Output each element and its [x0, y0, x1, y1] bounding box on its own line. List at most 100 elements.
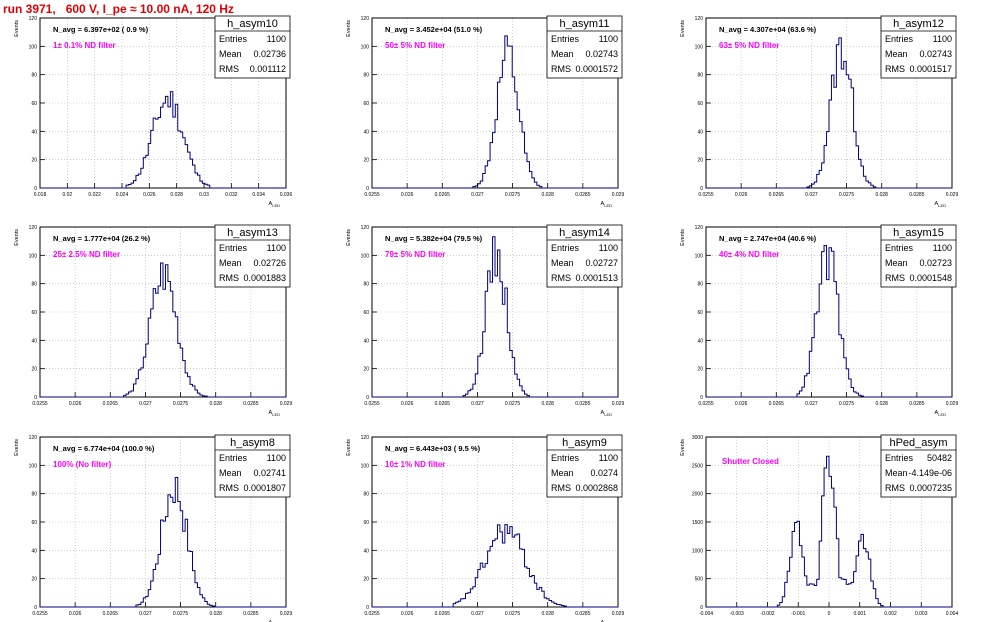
x-tick-label: 0.027	[471, 401, 484, 407]
y-axis-label: Events	[14, 229, 20, 246]
x-tick-label: 0.02	[62, 192, 72, 198]
stats-label-mean: Mean	[885, 258, 908, 268]
y-tick-label: 120	[695, 16, 704, 22]
y-tick-label: 60	[363, 520, 369, 526]
stats-label-entries: Entries	[885, 243, 914, 253]
x-tick-label: 0.027	[471, 192, 484, 198]
stats-value-mean: 0.0274	[590, 468, 618, 478]
stats-value-entries: 1100	[599, 243, 618, 253]
x-tick-label: 0.0265	[103, 611, 119, 617]
stats-box	[880, 224, 957, 288]
stats-label-rms: RMS	[219, 64, 239, 74]
y-axis-label: Events	[14, 439, 20, 456]
x-tick-label: 0.001	[853, 611, 866, 617]
y-tick-label: 0	[700, 186, 703, 192]
x-axis-label: ALED	[601, 201, 613, 208]
filter-note: Shutter Closed	[722, 457, 779, 466]
y-tick-label: 100	[361, 463, 370, 469]
histogram-name: h_asym15	[893, 227, 944, 239]
y-tick-label: 0	[700, 605, 703, 611]
stats-value-mean: -4.149e-06	[908, 468, 952, 478]
x-tick-label: 0.028	[209, 611, 222, 617]
stats-value-mean: 0.02743	[585, 49, 618, 59]
y-tick-label: 1500	[692, 520, 703, 526]
navg-label: N_avg = 1.777e+04 (26.2 %)	[53, 234, 151, 243]
y-axis-label: Events	[346, 20, 352, 37]
y-axis-label: Events	[680, 229, 686, 246]
x-tick-label: 0.027	[139, 611, 152, 617]
y-tick-label: 20	[363, 158, 369, 164]
x-tick-label: 0.0255	[364, 192, 380, 198]
x-tick-label: 0	[828, 611, 831, 617]
y-tick-label: 60	[363, 101, 369, 107]
x-tick-label: 0.029	[280, 611, 293, 617]
x-tick-label: 0.03	[199, 192, 209, 198]
stats-label-rms: RMS	[551, 64, 571, 74]
y-tick-label: 100	[361, 44, 370, 50]
y-tick-label: 80	[31, 282, 37, 288]
x-axis-label: ALED	[935, 410, 947, 417]
x-tick-label: 0.0275	[505, 401, 521, 407]
x-tick-label: 0.026	[401, 611, 414, 617]
stats-value-rms: 0.0001513	[575, 273, 618, 283]
y-tick-label: 0	[34, 605, 37, 611]
y-tick-label: 40	[363, 129, 369, 135]
histogram-name: h_asym14	[559, 227, 610, 239]
y-tick-label: 500	[695, 577, 704, 583]
y-tick-label: 120	[695, 225, 704, 231]
stats-value-entries: 1100	[599, 34, 618, 44]
x-tick-label: 0.028	[875, 192, 888, 198]
x-axis-label-subscript: LED	[604, 203, 612, 208]
stats-label-rms: RMS	[885, 273, 905, 283]
x-tick-label: 0.0255	[698, 401, 714, 407]
navg-label: N_avg = 6.443e+03 ( 9.5 %)	[385, 444, 481, 453]
stats-value-mean: 0.02726	[253, 258, 286, 268]
x-tick-label: 0.028	[875, 401, 888, 407]
y-tick-label: 20	[363, 577, 369, 583]
x-tick-label: 0.0265	[103, 401, 119, 407]
x-tick-label: 0.026	[69, 611, 82, 617]
x-axis-label: ALED	[269, 410, 281, 417]
x-tick-label: 0.022	[88, 192, 101, 198]
x-tick-label: 0.0285	[575, 401, 591, 407]
stats-box	[546, 224, 623, 288]
stats-label-entries: Entries	[551, 34, 580, 44]
stats-label-mean: Mean	[219, 258, 242, 268]
stats-box	[214, 434, 291, 498]
y-tick-label: 80	[31, 73, 37, 79]
x-tick-label: 0.036	[280, 192, 293, 198]
y-tick-label: 0	[366, 186, 369, 192]
y-tick-label: 20	[697, 367, 703, 373]
x-tick-label: 0.027	[471, 611, 484, 617]
histogram-h_asym15: 0.0255 0.026 0.0265 0.027 0.0275 0.028 0.0285 0…	[680, 224, 958, 417]
y-tick-label: 60	[31, 520, 37, 526]
y-tick-label: 80	[363, 73, 369, 79]
histogram-h_asym9: 0.0255 0.026 0.0265 0.027 0.0275 0.028 0.0285 0…	[346, 434, 624, 622]
x-tick-label: 0.0275	[173, 401, 189, 407]
x-tick-label: 0.026	[143, 192, 156, 198]
stats-box	[214, 224, 291, 288]
stats-label-mean: Mean	[885, 49, 908, 59]
stats-label-entries: Entries	[885, 453, 914, 463]
stats-label-rms: RMS	[885, 483, 905, 493]
y-tick-label: 40	[31, 338, 37, 344]
stats-value-rms: 0.0001883	[243, 273, 286, 283]
x-tick-label: -0.004	[699, 611, 713, 617]
histogram-line	[706, 455, 952, 608]
stats-box	[546, 434, 623, 498]
x-tick-label: 0.027	[805, 401, 818, 407]
histogram-h_asym12: 0.0255 0.026 0.0265 0.027 0.0275 0.028 0.0285 0…	[680, 15, 958, 208]
stats-label-mean: Mean	[551, 49, 574, 59]
y-tick-label: 100	[361, 253, 370, 259]
x-tick-label: 0.002	[884, 611, 897, 617]
x-axis-label-subscript: LED	[272, 412, 280, 417]
stats-value-rms: 0.0007235	[909, 483, 952, 493]
histogram-h_asym8: 0.0255 0.026 0.0265 0.027 0.0275 0.028 0.0285 0…	[14, 434, 293, 622]
histogram-name: h_asym12	[893, 18, 944, 30]
y-tick-label: 20	[31, 158, 37, 164]
x-axis-label-subscript: LED	[604, 412, 612, 417]
y-tick-label: 60	[697, 310, 703, 316]
y-tick-label: 80	[363, 282, 369, 288]
x-tick-label: 0.024	[116, 192, 129, 198]
